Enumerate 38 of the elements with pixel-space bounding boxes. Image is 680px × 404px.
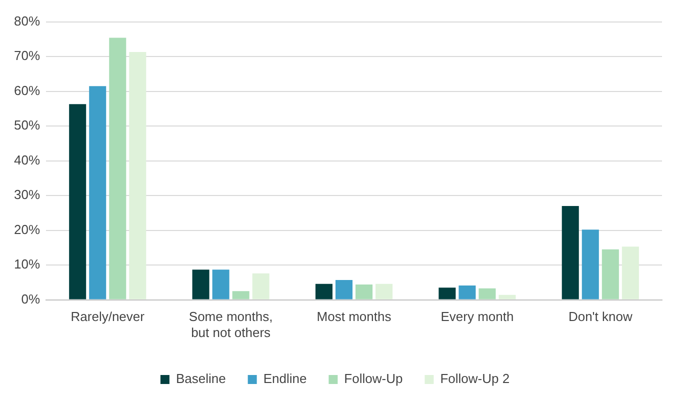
- legend-label: Follow-Up: [344, 371, 403, 386]
- bar: [315, 284, 332, 300]
- bar: [252, 273, 270, 300]
- y-tick-label: 30%: [14, 187, 40, 202]
- legend-label: Baseline: [176, 371, 226, 386]
- x-tick-label: Most months: [316, 309, 392, 324]
- bar: [458, 286, 476, 300]
- bar: [562, 206, 579, 300]
- y-tick-label: 50%: [14, 118, 40, 133]
- bar: [192, 270, 210, 300]
- bar: [335, 280, 353, 300]
- bar: [376, 284, 393, 300]
- y-tick-label: 80%: [14, 13, 40, 28]
- legend-label: Endline: [263, 371, 307, 386]
- bar: [212, 270, 230, 300]
- bar: [232, 291, 250, 300]
- x-tick-label: Every month: [440, 309, 514, 324]
- y-tick-label: 70%: [14, 48, 40, 64]
- bar: [356, 284, 373, 300]
- bar: [69, 104, 86, 300]
- bar: [129, 52, 146, 300]
- bar: [498, 294, 516, 300]
- bar: [622, 246, 639, 300]
- legend-label: Follow-Up 2: [440, 371, 510, 386]
- bar: [438, 288, 456, 300]
- x-tick-label: Rarely/never: [70, 309, 146, 324]
- y-tick-label: 60%: [14, 82, 40, 98]
- bar: [602, 249, 619, 300]
- bar: [582, 230, 599, 300]
- y-tick-label: 10%: [14, 256, 40, 272]
- bar: [89, 86, 106, 300]
- y-tick-label: 40%: [14, 152, 40, 168]
- x-tick-label: Some months, but not others: [188, 309, 273, 340]
- x-tick-label: Don't know: [568, 309, 633, 324]
- y-tick-label: 20%: [14, 222, 40, 237]
- bar: [109, 38, 126, 300]
- y-tick-label: 0%: [21, 291, 40, 306]
- bar: [478, 288, 496, 300]
